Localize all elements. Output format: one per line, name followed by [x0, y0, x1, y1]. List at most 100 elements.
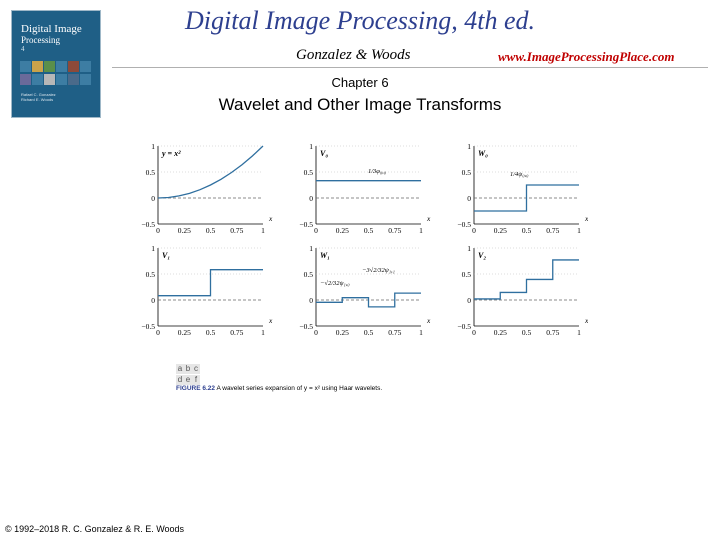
caption-label: FIGURE 6.22	[176, 385, 216, 392]
x-tick-label: 0	[314, 328, 318, 335]
caption-text: A wavelet series expansion of y = x² usi…	[216, 385, 383, 392]
y-tick-label: 1	[151, 142, 155, 151]
x-tick-label: 0.25	[494, 226, 507, 235]
y-tick-label: 0.5	[304, 270, 314, 279]
x-tick-label: 1	[577, 226, 581, 235]
y-tick-label: 0.5	[462, 270, 472, 279]
panel-label: W₀	[478, 149, 488, 158]
y-tick-label: −0.5	[299, 322, 313, 331]
panel-letter: b	[184, 364, 192, 374]
y-tick-label: 0.5	[146, 168, 156, 177]
x-axis-label: x	[426, 214, 431, 223]
x-tick-label: 0.25	[178, 328, 191, 335]
x-tick-label: 1	[261, 328, 265, 335]
x-tick-label: 0.25	[336, 328, 349, 335]
series-line	[474, 184, 579, 212]
book-authors: Gonzalez & Woods	[296, 47, 411, 63]
panel-label: V₀	[320, 149, 328, 158]
series-line	[158, 269, 263, 297]
x-tick-label: 0	[314, 226, 318, 235]
x-tick-label: 0.25	[178, 226, 191, 235]
x-tick-label: 0.75	[230, 328, 243, 335]
chapter-label: Chapter 6	[331, 75, 389, 90]
x-tick-label: 0.5	[206, 328, 216, 335]
panel-label: W₁	[320, 251, 330, 260]
x-tick-label: 0.5	[522, 328, 532, 335]
y-tick-label: −0.5	[141, 322, 155, 331]
website-link[interactable]: www.ImageProcessingPlace.com	[498, 49, 675, 64]
panel-label: V₁	[162, 251, 170, 260]
x-tick-label: 0.75	[388, 328, 401, 335]
chart-panel-f: 10.50−0.500.250.50.751xV₂	[457, 244, 588, 335]
annotation-label: 1/4ψ₀,₀	[510, 171, 529, 178]
x-tick-label: 0.75	[230, 226, 243, 235]
y-tick-label: 0	[309, 296, 313, 305]
y-tick-label: 1	[467, 142, 471, 151]
annotation-label: −3√2/32ψ₁,₁	[362, 266, 395, 274]
annotation-label: 1/3φ₀,₀	[368, 168, 386, 175]
figure-caption: FIGURE 6.22 A wavelet series expansion o…	[176, 385, 382, 392]
x-axis-label: x	[426, 316, 431, 325]
y-tick-label: 0.5	[462, 168, 472, 177]
x-tick-label: 0	[472, 328, 476, 335]
chart-panel-c: 10.50−0.500.250.50.751xW₀1/4ψ₀,₀	[457, 142, 588, 235]
cover-title-line2: Processing	[21, 35, 60, 45]
panel-letter: d	[176, 375, 184, 385]
x-tick-label: 0	[156, 328, 160, 335]
y-tick-label: 0.5	[304, 168, 314, 177]
x-axis-label: x	[268, 316, 273, 325]
x-tick-label: 0.5	[206, 226, 216, 235]
chapter-topic: Wavelet and Other Image Transforms	[218, 95, 502, 114]
y-tick-label: 1	[309, 244, 313, 253]
x-tick-label: 0.5	[522, 226, 532, 235]
cover-author2: Richard E. Woods	[21, 96, 54, 102]
page-title: Digital Image Processing, 4th ed.	[185, 6, 535, 35]
series-line	[316, 292, 421, 308]
x-tick-label: 0.75	[546, 328, 559, 335]
y-tick-label: 0	[151, 194, 155, 203]
panel-letter: e	[184, 375, 192, 385]
x-tick-label: 0.75	[546, 226, 559, 235]
chart-panel-a: 10.50−0.50 0.25 0.5 0.75 1xy = x²	[141, 142, 273, 235]
y-tick-label: 0	[467, 296, 471, 305]
x-tick-label: 1	[419, 226, 423, 235]
x-tick-label: 0.5	[364, 328, 374, 335]
x-tick-label: 1	[261, 226, 265, 235]
y-tick-label: 1	[309, 142, 313, 151]
panel-letter: a	[176, 364, 184, 374]
series-line	[157, 145, 264, 199]
panel-letter: f	[192, 375, 200, 385]
y-tick-label: −0.5	[141, 220, 155, 229]
chart-panel-e: 10.50−0.50 0.25 0.5 0.75 1xW₁−√2/32ψ₁,₀−3√2/…	[299, 244, 431, 335]
y-tick-label: 0.5	[146, 270, 156, 279]
x-tick-label: 1	[419, 328, 423, 335]
panel-letter: c	[192, 364, 200, 374]
cover-author1: Rafael C. Gonzalez	[21, 92, 56, 97]
cover-edition: 4	[21, 45, 25, 53]
x-tick-label: 0.5	[364, 226, 374, 235]
annotation-label: −√2/32ψ₁,₀	[320, 279, 350, 287]
x-axis-label: x	[268, 214, 273, 223]
header-divider	[112, 67, 708, 68]
x-tick-label: 0.25	[336, 226, 349, 235]
panel-label: V₂	[478, 251, 486, 260]
x-tick-label: 1	[577, 328, 581, 335]
x-axis-label: x	[584, 214, 588, 223]
y-tick-label: −0.5	[457, 322, 471, 331]
y-tick-label: 0	[467, 194, 471, 203]
y-tick-label: 0	[151, 296, 155, 305]
y-tick-label: −0.5	[457, 220, 471, 229]
x-tick-label: 0	[156, 226, 160, 235]
y-tick-label: 1	[467, 244, 471, 253]
cover-title-line1: Digital Image	[21, 23, 82, 35]
x-tick-label: 0.75	[388, 226, 401, 235]
y-tick-label: 0	[309, 194, 313, 203]
book-cover: Digital Image Processing 4 Rafael C. Gon…	[11, 10, 101, 118]
x-tick-label: 0.25	[494, 328, 507, 335]
cover-thumbnails	[20, 61, 92, 85]
panel-label: y = x²	[161, 149, 181, 158]
